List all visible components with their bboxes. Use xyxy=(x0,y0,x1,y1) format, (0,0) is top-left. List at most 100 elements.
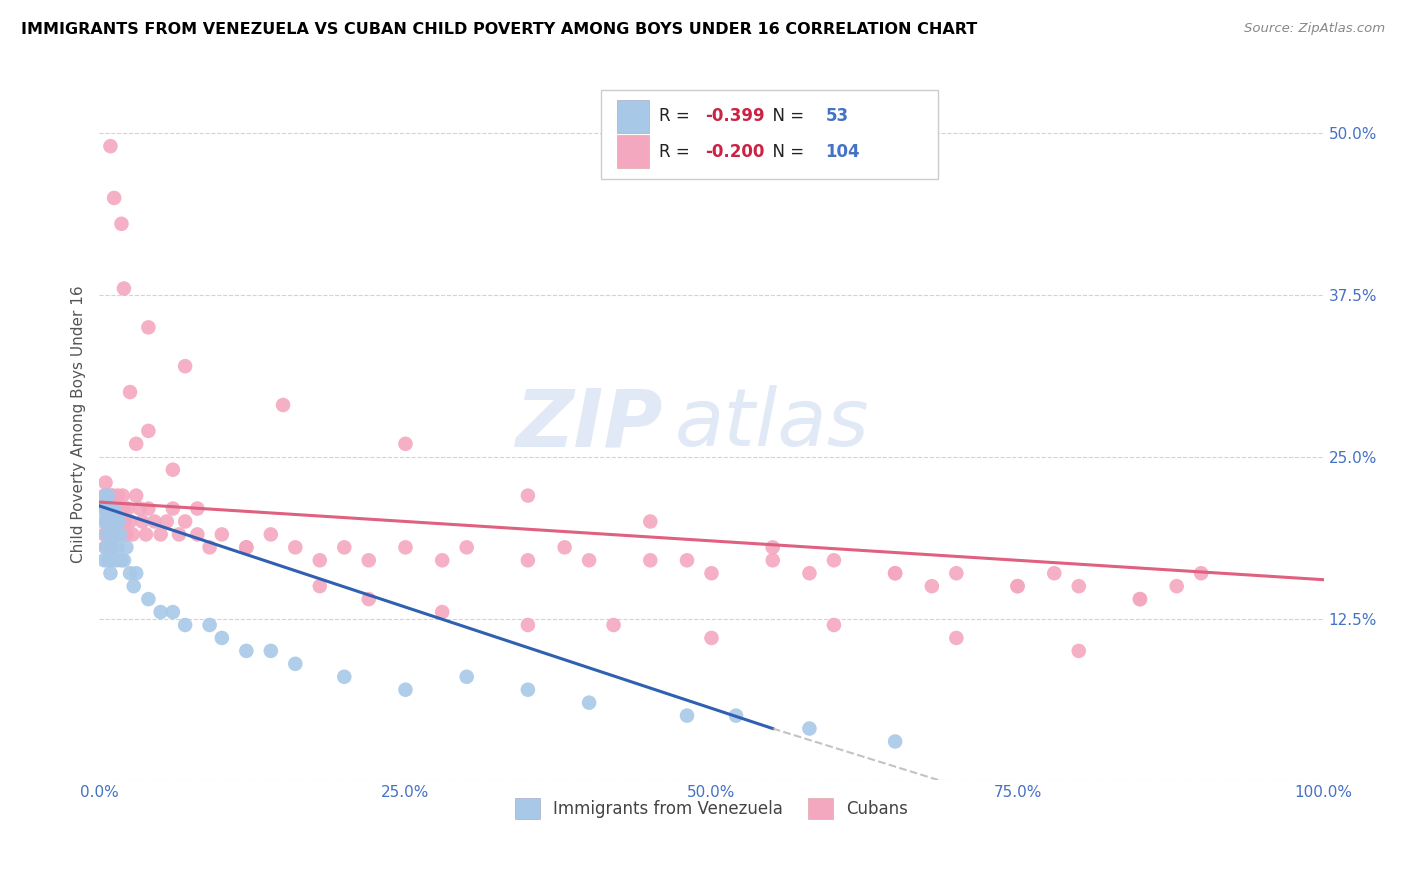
Point xyxy=(308,579,330,593)
Point xyxy=(125,566,148,581)
Point xyxy=(174,618,197,632)
Point xyxy=(107,541,129,555)
Point xyxy=(104,515,127,529)
Point xyxy=(1067,579,1090,593)
Point xyxy=(138,320,160,334)
Point xyxy=(111,489,134,503)
FancyBboxPatch shape xyxy=(602,90,938,178)
Point xyxy=(122,579,145,593)
Point xyxy=(118,515,141,529)
Point xyxy=(432,553,454,567)
Point xyxy=(138,501,160,516)
Point xyxy=(799,722,821,736)
Point xyxy=(260,527,283,541)
Point xyxy=(110,217,132,231)
Point xyxy=(884,566,907,581)
Text: 104: 104 xyxy=(825,143,860,161)
Point xyxy=(101,515,124,529)
Point xyxy=(700,631,723,645)
Point xyxy=(100,527,122,541)
Point xyxy=(110,553,132,567)
Point xyxy=(96,515,118,529)
Point xyxy=(100,501,122,516)
Point xyxy=(676,708,699,723)
Point xyxy=(98,527,121,541)
Point xyxy=(1129,592,1152,607)
Point xyxy=(94,475,117,490)
Point xyxy=(394,541,416,555)
Text: -0.399: -0.399 xyxy=(706,107,765,125)
Point xyxy=(97,489,120,503)
Point xyxy=(98,501,121,516)
Legend: Immigrants from Venezuela, Cubans: Immigrants from Venezuela, Cubans xyxy=(508,792,915,825)
Point xyxy=(308,553,330,567)
Point xyxy=(110,515,132,529)
Text: R =: R = xyxy=(659,143,695,161)
Point xyxy=(724,708,747,723)
Y-axis label: Child Poverty Among Boys Under 16: Child Poverty Among Boys Under 16 xyxy=(72,285,86,563)
Point xyxy=(1129,592,1152,607)
Point xyxy=(1166,579,1188,593)
FancyBboxPatch shape xyxy=(617,100,650,133)
Point xyxy=(149,605,172,619)
Text: 53: 53 xyxy=(825,107,848,125)
Point xyxy=(762,553,785,567)
Point xyxy=(235,541,257,555)
Point xyxy=(260,644,283,658)
Point xyxy=(100,489,122,503)
Point xyxy=(115,541,138,555)
Point xyxy=(156,515,179,529)
FancyBboxPatch shape xyxy=(617,136,650,169)
Point xyxy=(700,566,723,581)
Point xyxy=(101,489,124,503)
Point xyxy=(93,489,115,503)
Point xyxy=(162,463,184,477)
Point xyxy=(554,541,576,555)
Point xyxy=(100,553,122,567)
Point xyxy=(284,541,307,555)
Text: ZIP: ZIP xyxy=(515,385,662,464)
Point xyxy=(103,527,125,541)
Point xyxy=(100,541,122,555)
Point xyxy=(94,541,117,555)
Point xyxy=(945,566,967,581)
Point xyxy=(97,489,120,503)
Point xyxy=(394,682,416,697)
Point xyxy=(357,592,380,607)
Point xyxy=(432,605,454,619)
Point xyxy=(186,501,208,516)
Point xyxy=(131,515,153,529)
Point xyxy=(186,527,208,541)
Point xyxy=(516,682,538,697)
Point xyxy=(112,553,135,567)
Point xyxy=(110,527,132,541)
Point xyxy=(198,541,221,555)
Point xyxy=(105,527,128,541)
Point xyxy=(284,657,307,671)
Point xyxy=(105,553,128,567)
Point xyxy=(1043,566,1066,581)
Point xyxy=(108,515,131,529)
Point xyxy=(333,670,356,684)
Point xyxy=(103,501,125,516)
Point xyxy=(100,501,122,516)
Point xyxy=(823,618,845,632)
Point xyxy=(516,618,538,632)
Point xyxy=(117,501,139,516)
Point xyxy=(357,553,380,567)
Point xyxy=(100,515,122,529)
Text: IMMIGRANTS FROM VENEZUELA VS CUBAN CHILD POVERTY AMONG BOYS UNDER 16 CORRELATION: IMMIGRANTS FROM VENEZUELA VS CUBAN CHILD… xyxy=(21,22,977,37)
Point xyxy=(110,527,132,541)
Point xyxy=(143,515,166,529)
Point xyxy=(112,281,135,295)
Point xyxy=(107,489,129,503)
Point xyxy=(125,489,148,503)
Point xyxy=(1007,579,1029,593)
Point xyxy=(235,541,257,555)
Text: N =: N = xyxy=(762,107,808,125)
Point xyxy=(174,515,197,529)
Point xyxy=(98,501,121,516)
Point xyxy=(516,553,538,567)
Point xyxy=(149,527,172,541)
Point xyxy=(235,644,257,658)
